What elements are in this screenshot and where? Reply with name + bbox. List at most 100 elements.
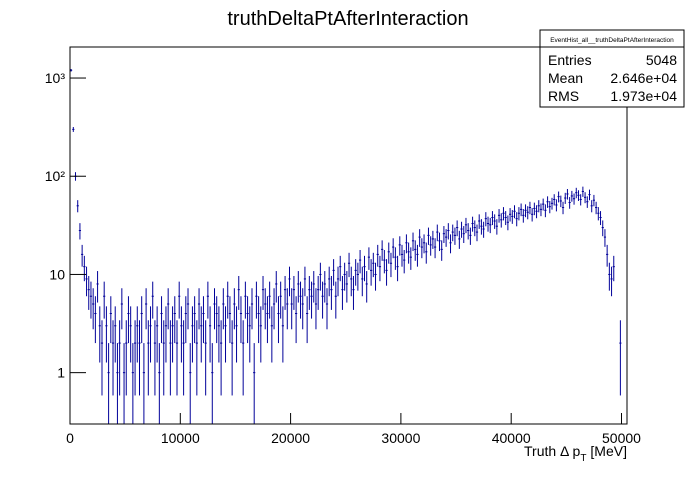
stats-value: 1.973e+04 xyxy=(610,88,677,104)
bin-marker xyxy=(528,201,532,215)
bin-marker xyxy=(438,232,441,252)
bin-marker xyxy=(87,275,90,310)
bin-marker xyxy=(491,211,494,226)
bin-marker xyxy=(544,204,547,218)
bin-marker xyxy=(202,296,205,344)
bin-marker xyxy=(270,306,273,363)
bin-marker xyxy=(83,255,86,282)
bin-marker xyxy=(319,262,322,291)
x-label-main: Truth Δ p xyxy=(524,443,581,459)
bin-marker xyxy=(387,242,390,264)
x-label-sub: T xyxy=(580,453,586,464)
bin-marker xyxy=(151,281,154,319)
plot-area xyxy=(70,69,622,424)
bin-marker xyxy=(138,320,141,396)
bin-marker xyxy=(323,271,326,303)
bin-marker xyxy=(522,209,525,223)
bin-marker xyxy=(244,281,247,319)
bin-marker xyxy=(94,296,97,344)
bin-marker xyxy=(193,296,196,344)
bin-marker xyxy=(381,240,384,261)
stats-value: 2.646e+04 xyxy=(610,70,677,86)
bin-marker xyxy=(186,288,190,330)
bin-marker xyxy=(89,281,93,319)
bin-marker xyxy=(261,275,265,310)
stats-frame xyxy=(539,29,685,108)
bin-marker xyxy=(469,227,472,245)
bin-marker xyxy=(72,126,75,132)
bin-marker xyxy=(303,266,307,297)
bin-marker xyxy=(253,343,256,424)
bin-marker xyxy=(493,214,496,229)
bin-marker xyxy=(374,262,377,291)
bin-marker xyxy=(336,266,340,297)
bin-marker xyxy=(257,296,260,344)
bin-marker xyxy=(140,296,143,344)
bin-marker xyxy=(453,227,457,245)
y-tick-label: 10² xyxy=(45,168,66,184)
bin-marker xyxy=(226,281,229,319)
bin-marker xyxy=(500,213,503,228)
bin-marker xyxy=(96,271,99,303)
bin-marker xyxy=(147,320,150,396)
x-tick-label: 20000 xyxy=(271,430,310,446)
bin-marker xyxy=(321,281,324,319)
bin-marker xyxy=(520,203,523,217)
bin-marker xyxy=(385,259,388,286)
bin-marker xyxy=(111,320,115,396)
bin-marker xyxy=(464,217,468,234)
bin-marker xyxy=(363,255,366,282)
bin-marker xyxy=(458,230,461,249)
bin-marker xyxy=(389,252,393,278)
bin-marker xyxy=(173,296,176,344)
bin-marker xyxy=(206,281,209,319)
bin-marker xyxy=(378,255,382,282)
x-tick-label: 40000 xyxy=(492,430,531,446)
bin-marker xyxy=(383,249,386,274)
bin-marker xyxy=(559,195,562,208)
bin-marker xyxy=(570,190,573,202)
bin-marker xyxy=(328,266,331,297)
bin-marker xyxy=(356,262,359,291)
bin-marker xyxy=(603,229,607,247)
bin-marker xyxy=(107,343,110,424)
bin-marker xyxy=(145,288,148,330)
x-tick-label: 0 xyxy=(66,430,74,446)
bin-marker xyxy=(533,202,536,216)
bin-marker xyxy=(447,223,450,240)
bin-marker xyxy=(131,343,134,424)
bin-marker xyxy=(208,306,212,363)
bin-marker xyxy=(118,320,121,396)
bin-marker xyxy=(531,208,534,222)
bin-marker xyxy=(451,224,454,242)
bin-marker xyxy=(343,262,346,291)
bin-marker xyxy=(211,343,214,424)
bin-marker xyxy=(595,201,598,215)
bin-marker xyxy=(235,306,238,363)
bin-marker xyxy=(103,281,106,319)
bin-marker xyxy=(583,192,587,204)
bin-marker xyxy=(339,255,342,282)
bin-marker xyxy=(325,288,329,330)
x-axis-label: Truth Δ pT [MeV] xyxy=(524,443,627,464)
bin-marker xyxy=(550,197,554,210)
bin-marker xyxy=(592,194,596,207)
x-tick-label: 50000 xyxy=(602,430,641,446)
bin-marker xyxy=(429,236,432,256)
x-tick-label: 30000 xyxy=(381,430,420,446)
bin-marker xyxy=(105,306,108,363)
bin-marker xyxy=(156,306,159,363)
bin-marker xyxy=(239,296,243,344)
bin-marker xyxy=(504,211,507,226)
bin-marker xyxy=(513,205,516,219)
bin-marker xyxy=(411,232,415,252)
bin-marker xyxy=(330,275,333,310)
bin-marker xyxy=(286,288,289,330)
bin-marker xyxy=(418,229,421,247)
bin-marker xyxy=(405,234,408,254)
bin-marker xyxy=(160,296,163,344)
bin-marker xyxy=(231,320,234,396)
bin-marker xyxy=(85,266,88,297)
bin-marker xyxy=(200,306,203,363)
bin-marker xyxy=(98,306,101,363)
